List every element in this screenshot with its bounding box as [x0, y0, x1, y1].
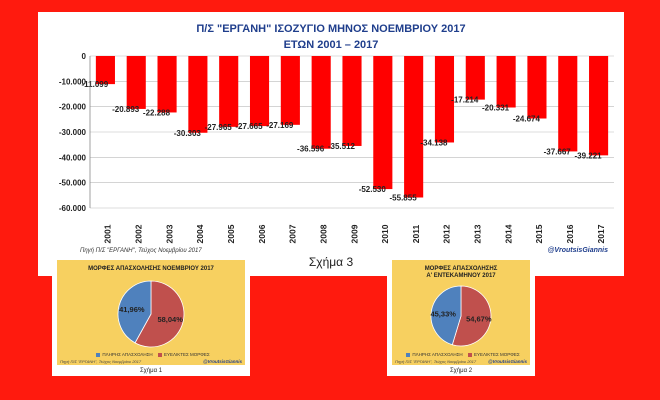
pie-watermark: @VroutsisGiannis — [488, 359, 527, 364]
y-tick-label: -30.000 — [59, 128, 87, 137]
pie-label-full: 41,96% — [119, 305, 145, 314]
pie-card-eleven-months: ΜΟΡΦΕΣ ΑΠΑΣΧΟΛΗΣΗΣ Α' ΕΝΤΕΚΑΜΗΝΟΥ 2017 5… — [387, 256, 535, 376]
x-tick-label: 2015 — [534, 224, 544, 243]
x-tick-label: 2001 — [103, 224, 113, 243]
bar-2012 — [434, 56, 455, 143]
bar-value-label: -27.169 — [266, 121, 294, 130]
bar-2014 — [496, 56, 516, 108]
bar-value-label: -37.667 — [544, 147, 572, 156]
x-tick-label: 2014 — [503, 224, 513, 243]
bar-value-label: -11.099 — [82, 80, 109, 89]
bar-value-label: -22.288 — [143, 108, 171, 117]
bar-value-label: -27.965 — [205, 123, 233, 132]
y-tick-label: -10.000 — [59, 77, 87, 86]
x-tick-label: 2002 — [133, 224, 143, 243]
pie-legend-november: ΠΛΗΡΗΣ ΑΠΑΣΧΟΛΗΣΗ ΕΥΕΛΙΚΤΕΣ ΜΟΡΦΕΣ — [57, 352, 245, 357]
legend-swatch-flex — [467, 352, 472, 357]
x-tick-label: 2005 — [226, 224, 236, 243]
bar-value-label: -20.331 — [482, 104, 510, 113]
bar-value-label: -24.674 — [513, 115, 541, 124]
pie-legend-eleven-months: ΠΛΗΡΗΣ ΑΠΑΣΧΟΛΗΣΗ ΕΥΕΛΙΚΤΕΣ ΜΟΡΦΕΣ — [392, 352, 530, 357]
x-tick-label: 2004 — [195, 224, 205, 243]
pie-title-line1: ΜΟΡΦΕΣ ΑΠΑΣΧΟΛΗΣΗΣ — [424, 266, 498, 272]
pie-source-note: Πηγή Π/Σ "ΕΡΓΑΝΗ", Τεύχος Νοεμβρίου 2017 — [395, 359, 477, 364]
x-tick-label: 2013 — [473, 224, 483, 243]
y-tick-label: 0 — [82, 52, 87, 61]
x-tick-label: 2016 — [565, 224, 575, 243]
figure-3-caption: Σχήμα 3 — [308, 255, 354, 269]
y-tick-label: -20.000 — [59, 103, 87, 112]
figure-1-caption: Σχήμα 1 — [139, 368, 163, 374]
chart-source-note: Πηγή Π/Σ "ΕΡΓΑΝΗ", Τεύχος Νοεμβρίου 2017 — [80, 248, 202, 254]
legend-swatch-full — [96, 352, 101, 357]
bar-value-label: -39.221 — [574, 151, 602, 160]
pie-label-full: 45,33% — [430, 309, 456, 318]
bar-2017 — [589, 56, 609, 156]
x-tick-label: 2010 — [380, 224, 390, 243]
bar-2004 — [188, 56, 208, 133]
x-tick-label: 2008 — [318, 224, 328, 243]
pie-watermark: @VroutsisGiannis — [203, 359, 242, 364]
pie-slice-flex — [134, 280, 185, 348]
pie-chart-eleven-months: 54,67% 45,33% — [430, 285, 492, 347]
bar-2002 — [126, 56, 146, 109]
pie-title-november: ΜΟΡΦΕΣ ΑΠΑΣΧΟΛΗΣΗΣ ΝΟΕΜΒΡΙΟΥ 2017 — [88, 266, 214, 272]
x-tick-label: 2012 — [442, 224, 452, 243]
y-tick-label: -40.000 — [59, 153, 87, 162]
figure-2-caption: Σχήμα 2 — [449, 368, 473, 374]
pie-label-flex: 58,04% — [157, 315, 183, 324]
bar-value-label: -17.214 — [451, 96, 479, 105]
bar-2001 — [95, 56, 115, 85]
pie-panel-november: ΜΟΡΦΕΣ ΑΠΑΣΧΟΛΗΣΗΣ ΝΟΕΜΒΡΙΟΥ 2017 58,04%… — [57, 260, 245, 365]
bar-value-label: -36.596 — [297, 145, 325, 154]
bar-2006 — [249, 56, 270, 127]
x-tick-label: 2003 — [164, 224, 174, 243]
bar-value-label: -52.530 — [359, 185, 387, 194]
chart-title-line1: Π/Σ "ΕΡΓΑΝΗ" ΙΣΟΖΥΓΙΟ ΜΗΝΟΣ ΝΟΕΜΒΡΙΟΥ 20… — [196, 23, 465, 35]
bar-2016 — [558, 56, 578, 152]
pie-label-flex: 54,67% — [466, 315, 492, 324]
bar-2015 — [527, 56, 547, 119]
bar-value-label: -55.855 — [390, 193, 418, 202]
bar-2005 — [219, 56, 239, 127]
pie-source-note: Πηγή Π/Σ "ΕΡΓΑΝΗ", Τεύχος Νοεμβρίου 2017 — [60, 359, 142, 364]
bar-2009 — [342, 56, 362, 146]
x-tick-label: 2007 — [288, 224, 298, 243]
bar-value-label: -20.893 — [112, 105, 140, 114]
legend-flex-label: ΕΥΕΛΙΚΤΕΣ ΜΟΡΦΕΣ — [473, 352, 520, 357]
bar-2008 — [311, 56, 331, 149]
bar-2007 — [280, 56, 300, 125]
chart-watermark: @VroutsisGiannis — [547, 247, 608, 254]
legend-flex-label: ΕΥΕΛΙΚΤΕΣ ΜΟΡΦΕΣ — [163, 352, 210, 357]
pie-slice-full — [117, 280, 152, 344]
main-chart-panel: Π/Σ "ΕΡΓΑΝΗ" ΙΣΟΖΥΓΙΟ ΜΗΝΟΣ ΝΟΕΜΒΡΙΟΥ 20… — [38, 12, 624, 276]
bar-2010 — [373, 56, 393, 190]
pie-panel-eleven-months: ΜΟΡΦΕΣ ΑΠΑΣΧΟΛΗΣΗΣ Α' ΕΝΤΕΚΑΜΗΝΟΥ 2017 5… — [392, 260, 530, 365]
legend-swatch-full — [406, 352, 411, 357]
pie-title-line2: Α' ΕΝΤΕΚΑΜΗΝΟΥ 2017 — [426, 273, 496, 279]
pie-slice-flex — [451, 285, 492, 347]
chart-title-line2: ΕΤΩΝ 2001 – 2017 — [284, 39, 379, 51]
x-tick-label: 2009 — [349, 224, 359, 243]
pie-chart-november: 58,04% 41,96% — [117, 280, 185, 348]
legend-full-label: ΠΛΗΡΗΣ ΑΠΑΣΧΟΛΗΣΗ — [102, 352, 153, 357]
x-tick-label: 2006 — [257, 224, 267, 243]
bar-value-label: -34.138 — [420, 138, 448, 147]
y-tick-label: -60.000 — [59, 204, 87, 213]
x-tick-label: 2011 — [411, 225, 421, 244]
bar-value-label: -35.512 — [328, 142, 356, 151]
bar-2013 — [465, 56, 485, 100]
y-tick-label: -50.000 — [59, 179, 87, 188]
x-tick-label: 2017 — [596, 224, 606, 243]
bar-value-label: -27.665 — [235, 122, 263, 131]
legend-swatch-flex — [157, 352, 162, 357]
bar-2011 — [404, 56, 424, 198]
bar-value-label: -30.303 — [174, 129, 202, 138]
legend-full-label: ΠΛΗΡΗΣ ΑΠΑΣΧΟΛΗΣΗ — [412, 352, 463, 357]
bar-2003 — [157, 56, 177, 113]
pie-card-november: ΜΟΡΦΕΣ ΑΠΑΣΧΟΛΗΣΗΣ ΝΟΕΜΒΡΙΟΥ 2017 58,04%… — [52, 256, 250, 376]
pie-slice-full — [430, 285, 462, 346]
balance-bar-chart: Π/Σ "ΕΡΓΑΝΗ" ΙΣΟΖΥΓΙΟ ΜΗΝΟΣ ΝΟΕΜΒΡΙΟΥ 20… — [59, 23, 614, 244]
